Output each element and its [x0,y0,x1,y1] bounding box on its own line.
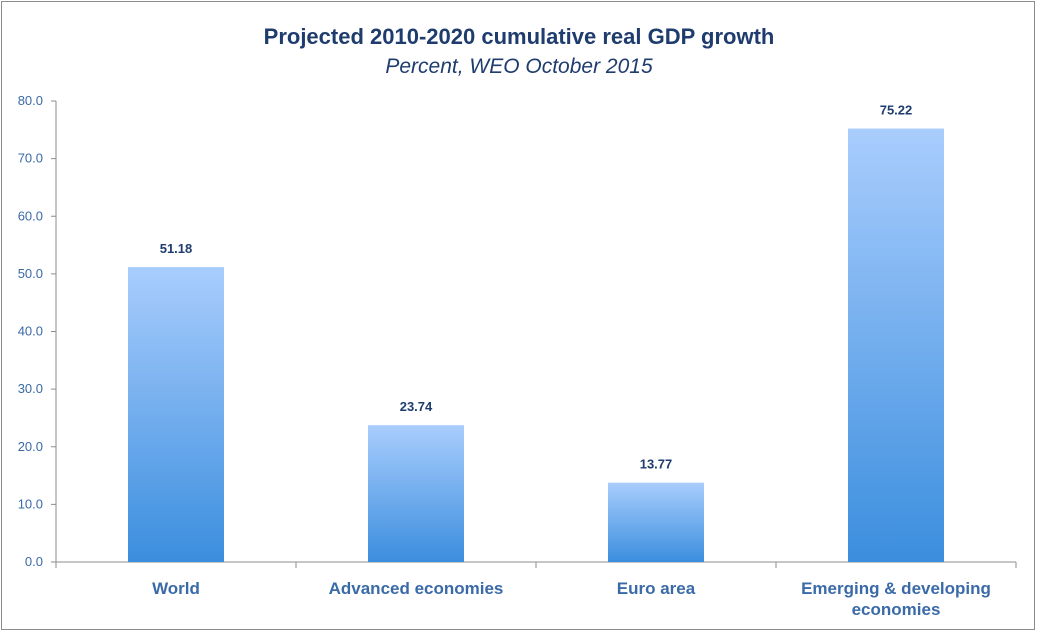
chart-subtitle: Percent, WEO October 2015 [385,55,653,78]
data-label: 23.74 [400,399,433,414]
y-tick-label: 30.0 [18,381,43,396]
y-tick-label: 10.0 [18,496,43,511]
x-tick-label: economies [852,600,941,619]
bars [128,128,944,563]
y-tick-label: 80.0 [18,93,43,108]
bar [128,267,224,562]
x-tick-label: World [152,579,200,598]
bar [608,482,704,562]
y-tick-label: 50.0 [18,266,43,281]
x-tick-label: Advanced economies [329,579,504,598]
data-label: 75.22 [880,103,913,118]
y-tick-label: 20.0 [18,439,43,454]
x-tick-label: Euro area [617,579,696,598]
y-tick-label: 60.0 [18,208,43,223]
bar [368,425,464,562]
y-tick-label: 0.0 [25,554,43,569]
y-tick-label: 70.0 [18,151,43,166]
data-label: 13.77 [640,457,673,472]
labels: 0.0 10.0 20.0 30.0 40.0 50.0 60.0 70.0 80.0 51.18… [18,93,991,619]
x-tick-label: Emerging & developing [801,579,991,598]
data-label: 51.18 [160,241,193,256]
bar [848,128,944,563]
y-tick-label: 40.0 [18,324,43,339]
chart-title: Projected 2010-2020 cumulative real GDP … [263,24,775,49]
